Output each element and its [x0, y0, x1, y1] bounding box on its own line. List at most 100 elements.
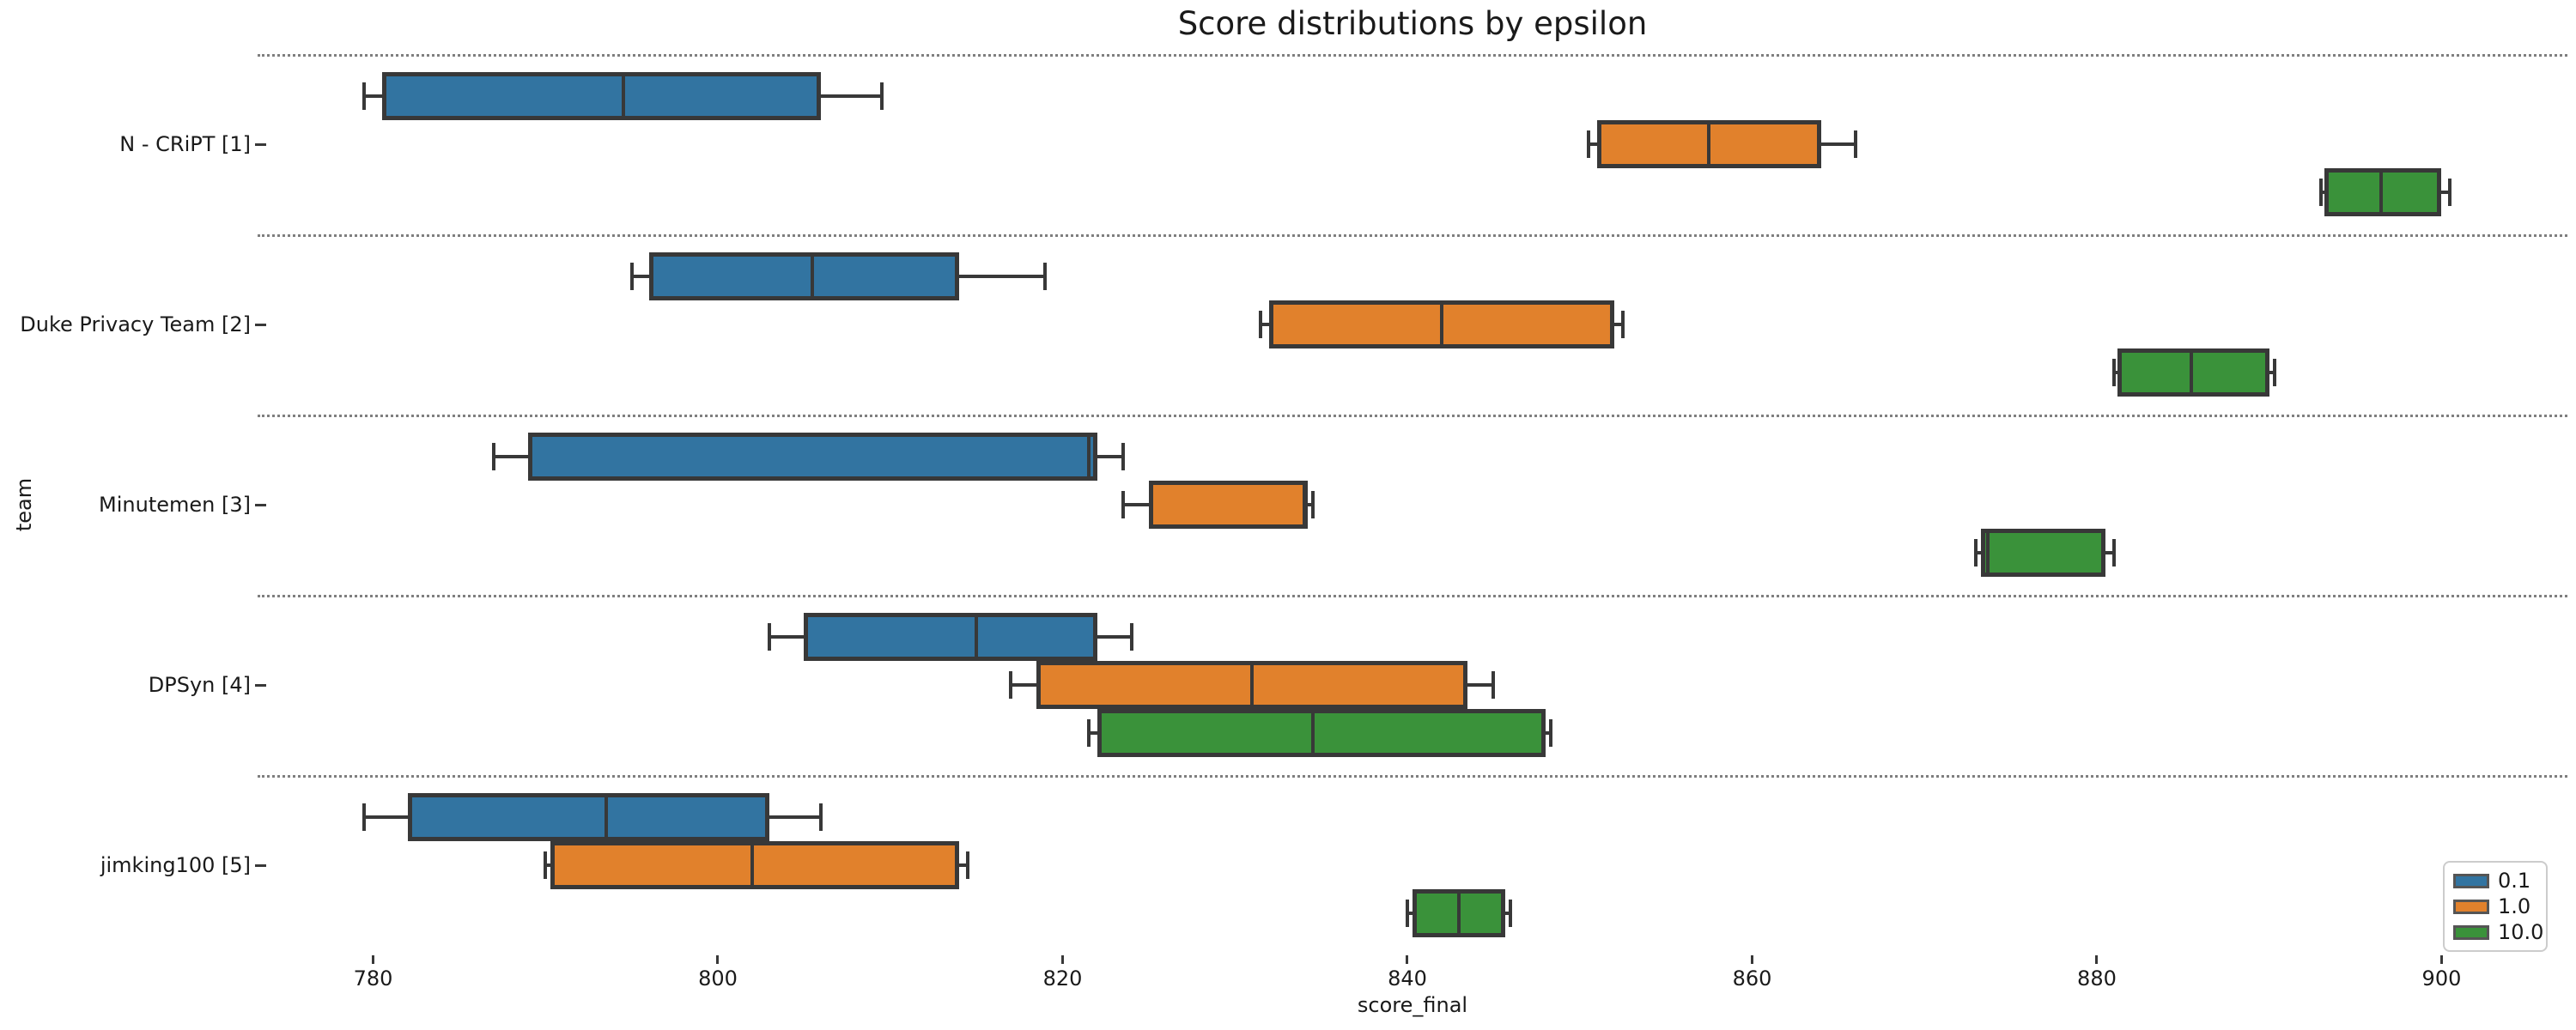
team-label: jimking100 [5] [100, 853, 251, 877]
whisker-cap [966, 851, 970, 879]
y-tick [255, 323, 266, 326]
boxplot-box [528, 433, 1097, 481]
whisker-line [821, 94, 882, 98]
whisker-cap [1548, 719, 1552, 747]
whisker-line [1976, 551, 1982, 554]
group-separator [258, 54, 2567, 57]
x-tick [372, 955, 374, 964]
whisker-cap [362, 803, 367, 831]
team-label: N - CRiPT [1] [119, 132, 251, 156]
whisker-cap [362, 82, 367, 110]
whisker-cap [1492, 671, 1496, 699]
whisker-cap [1121, 491, 1125, 518]
median-line [975, 613, 979, 661]
boxplot-box [1981, 529, 2105, 577]
whisker-cap [2448, 179, 2452, 206]
whisker-cap [2112, 359, 2117, 386]
whisker-cap [1121, 443, 1125, 470]
whisker-line [2441, 191, 2451, 194]
median-line [1302, 481, 1306, 529]
whisker-cap [2318, 179, 2323, 206]
boxplot-box [2324, 168, 2442, 216]
legend-color-swatch [2453, 924, 2489, 940]
x-tick-label: 800 [698, 966, 738, 991]
median-line [1986, 529, 1990, 577]
legend-color-swatch [2453, 873, 2489, 888]
whisker-line [1505, 912, 1511, 915]
whisker-cap [544, 851, 548, 879]
team-label: Duke Privacy Team [2] [20, 312, 251, 336]
whisker-line [1088, 731, 1097, 735]
group-separator [258, 595, 2567, 597]
whisker-line [631, 275, 649, 278]
whisker-line [364, 815, 408, 819]
whisker-cap [1129, 623, 1133, 651]
y-tick [255, 863, 266, 867]
x-tick [2095, 955, 2099, 964]
whisker-cap [1853, 130, 1857, 158]
group-separator [258, 775, 2567, 778]
whisker-cap [1086, 719, 1091, 747]
boxplot-box [381, 72, 822, 120]
whisker-line [2320, 191, 2324, 194]
legend-label: 1.0 [2498, 894, 2531, 918]
boxplot-box [407, 793, 770, 841]
whisker-cap [1620, 311, 1625, 338]
median-line [1310, 709, 1315, 757]
whisker-line [1097, 455, 1123, 458]
whisker-cap [492, 443, 496, 470]
whisker-line [1261, 323, 1270, 326]
whisker-line [959, 863, 969, 867]
whisker-cap [1259, 311, 1263, 338]
x-tick-label: 820 [1042, 966, 1083, 991]
whisker-line [2105, 551, 2115, 554]
whisker-cap [2272, 359, 2276, 386]
whisker-line [545, 863, 551, 867]
median-line [621, 72, 625, 120]
median-line [1086, 433, 1091, 481]
median-line [2190, 348, 2194, 397]
x-tick-label: 880 [2077, 966, 2117, 991]
whisker-cap [819, 803, 823, 831]
whisker-cap [879, 82, 884, 110]
x-tick [716, 955, 720, 964]
whisker-line [1820, 142, 1856, 146]
whisker-line [2269, 371, 2275, 374]
team-label: Minutemen [3] [99, 493, 251, 517]
whisker-line [1467, 683, 1494, 687]
boxplot-box [1097, 709, 1546, 757]
boxplot-box [2117, 348, 2269, 397]
y-tick [255, 683, 266, 687]
boxplot-box [804, 613, 1097, 661]
legend-color-swatch [2453, 899, 2489, 914]
whisker-cap [1043, 263, 1048, 290]
team-label: DPSyn [4] [148, 673, 251, 697]
median-line [1707, 120, 1711, 168]
whisker-line [2114, 371, 2118, 374]
whisker-line [1307, 503, 1313, 506]
group-separator [258, 415, 2567, 417]
whisker-cap [768, 623, 772, 651]
x-tick [1406, 955, 1409, 964]
x-axis-label: score_final [1357, 993, 1468, 1017]
legend-item: 1.0 [2453, 894, 2537, 918]
legend-item: 10.0 [2453, 920, 2543, 944]
x-tick [2439, 955, 2443, 964]
whisker-cap [1009, 671, 1013, 699]
legend-label: 10.0 [2498, 920, 2544, 944]
x-tick-label: 780 [353, 966, 393, 991]
boxplot-box [648, 252, 960, 300]
whisker-line [959, 275, 1046, 278]
median-line [1457, 889, 1461, 937]
boxplot-box [550, 841, 960, 889]
whisker-cap [1405, 900, 1409, 927]
legend: 0.1 1.0 10.0 [2443, 861, 2548, 952]
x-tick-label: 860 [1732, 966, 1772, 991]
whisker-line [1588, 142, 1597, 146]
x-tick-label: 900 [2421, 966, 2462, 991]
whisker-cap [1586, 130, 1590, 158]
legend-item: 0.1 [2453, 869, 2537, 893]
x-tick [1060, 955, 1064, 964]
